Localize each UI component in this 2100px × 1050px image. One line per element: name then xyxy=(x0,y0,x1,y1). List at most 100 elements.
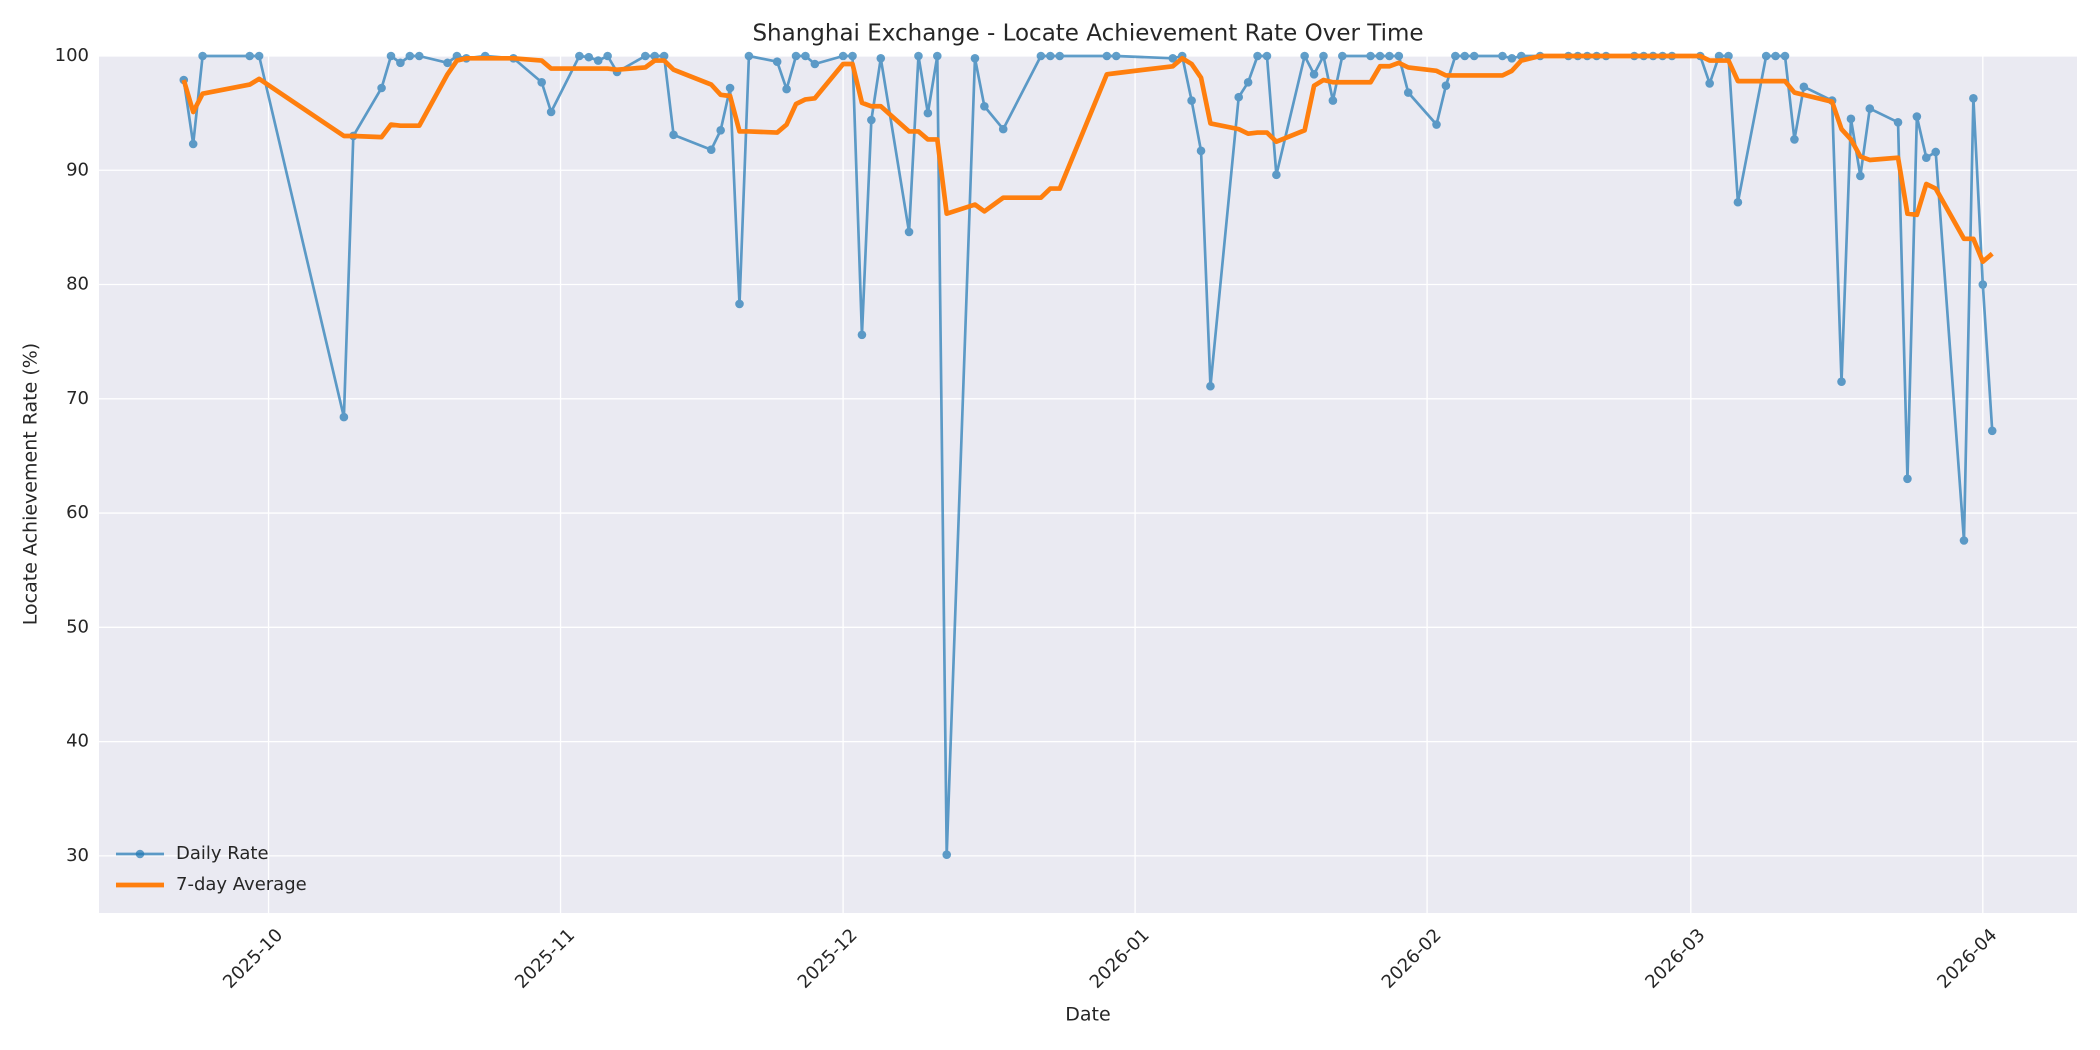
legend-label: Daily Rate xyxy=(176,843,269,864)
point xyxy=(405,51,415,61)
point xyxy=(1959,536,1969,545)
point xyxy=(791,51,801,61)
y-tick-label: 60 xyxy=(66,502,89,523)
point xyxy=(339,412,349,422)
point xyxy=(1498,51,1507,61)
point xyxy=(876,53,886,63)
point xyxy=(1319,51,1328,61)
point xyxy=(593,56,603,65)
point xyxy=(1036,51,1046,61)
point xyxy=(1865,104,1875,113)
point xyxy=(1837,377,1846,386)
point xyxy=(1978,280,1988,289)
x-tick-label: 2026-03 xyxy=(1641,925,1709,993)
y-tick-label: 70 xyxy=(66,388,89,409)
x-axis-label: Date xyxy=(1065,1004,1110,1026)
point xyxy=(1375,51,1385,61)
x-tick-label: 2026-04 xyxy=(1933,925,2001,993)
point xyxy=(396,58,405,68)
point xyxy=(1309,69,1319,79)
line xyxy=(181,53,1994,265)
point xyxy=(1903,474,1912,484)
point xyxy=(867,115,876,125)
point xyxy=(1385,51,1394,61)
point xyxy=(603,51,612,61)
point xyxy=(1856,171,1865,181)
point xyxy=(584,52,594,62)
grid xyxy=(99,55,2077,913)
point xyxy=(377,83,386,93)
point xyxy=(1262,51,1272,61)
series xyxy=(179,51,1997,860)
series xyxy=(181,53,1994,265)
point xyxy=(443,58,452,68)
point xyxy=(650,51,660,61)
point xyxy=(980,101,989,111)
point xyxy=(1846,114,1856,124)
plot-area xyxy=(99,56,2077,913)
point xyxy=(1507,53,1517,63)
point xyxy=(857,330,867,340)
point xyxy=(1733,197,1743,207)
point xyxy=(1300,51,1309,61)
point xyxy=(923,108,933,118)
point xyxy=(1441,81,1451,91)
point xyxy=(1921,153,1931,162)
point xyxy=(706,145,716,154)
point xyxy=(537,77,546,87)
point xyxy=(188,139,198,149)
point xyxy=(1469,51,1479,61)
point xyxy=(801,51,810,61)
x-tick-label: 2025-10 xyxy=(219,925,287,993)
point xyxy=(970,53,980,63)
point xyxy=(245,51,255,61)
point xyxy=(1046,51,1055,61)
point xyxy=(1102,51,1112,61)
point xyxy=(1460,51,1470,61)
point xyxy=(1338,51,1347,61)
y-tick-label: 80 xyxy=(66,274,89,295)
point xyxy=(744,51,754,61)
point xyxy=(1187,96,1196,105)
point xyxy=(1987,426,1997,436)
point xyxy=(716,125,725,135)
point xyxy=(575,51,584,61)
point xyxy=(641,51,650,61)
point xyxy=(1206,381,1215,391)
point xyxy=(1111,51,1121,61)
y-tick-label: 40 xyxy=(66,731,89,752)
point xyxy=(1055,51,1065,61)
point xyxy=(1168,53,1178,63)
point xyxy=(782,84,791,94)
point xyxy=(1761,51,1771,61)
point xyxy=(1328,96,1338,105)
point xyxy=(386,51,396,61)
legend: Daily Rate 7-day Average xyxy=(116,843,307,895)
point xyxy=(848,51,857,61)
point xyxy=(1403,88,1413,97)
chart-title: Shanghai Exchange - Locate Achievement R… xyxy=(752,21,1423,47)
point xyxy=(1432,120,1441,129)
point xyxy=(1931,147,1941,157)
point xyxy=(1196,146,1206,156)
point xyxy=(198,51,207,61)
x-tick-label: 2026-02 xyxy=(1378,925,1446,993)
point xyxy=(1969,93,1978,103)
y-axis-label: Locate Achievement Rate (%) xyxy=(20,343,42,625)
legend-label: 7-day Average xyxy=(176,874,307,895)
point xyxy=(414,51,424,61)
point xyxy=(932,51,942,61)
point xyxy=(1234,92,1244,102)
point xyxy=(1394,51,1404,61)
point xyxy=(1893,117,1903,127)
point xyxy=(810,59,820,69)
point xyxy=(669,130,678,140)
point xyxy=(1771,51,1780,61)
point xyxy=(1714,51,1724,61)
point xyxy=(942,850,952,860)
point xyxy=(1272,170,1281,180)
point xyxy=(546,107,556,117)
point xyxy=(1705,79,1714,88)
point xyxy=(1790,135,1799,144)
